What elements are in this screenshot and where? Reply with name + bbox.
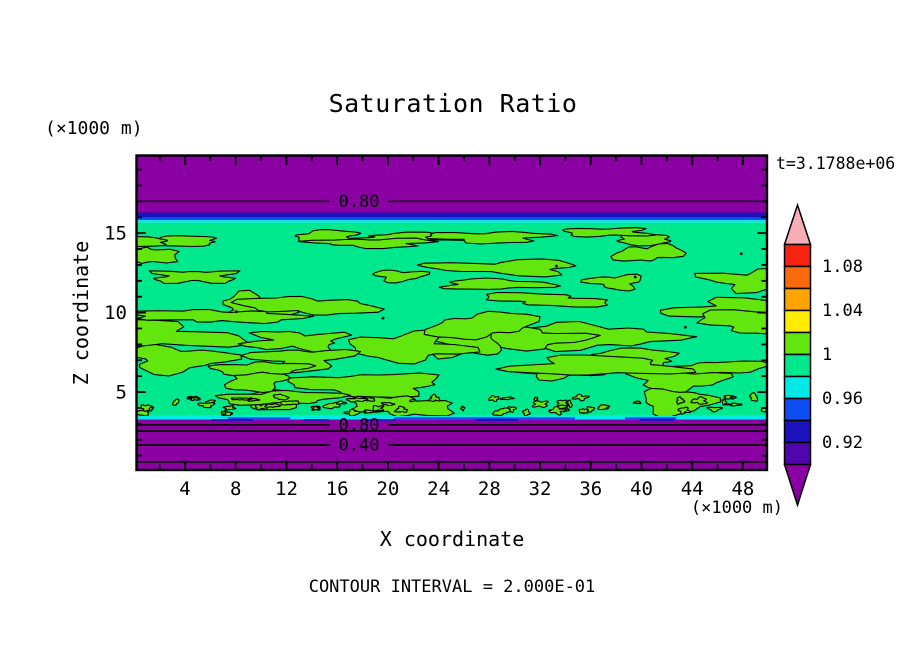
svg-text:16: 16 bbox=[326, 478, 349, 500]
contour-blob-texture bbox=[137, 227, 766, 416]
svg-text:0.80: 0.80 bbox=[339, 192, 380, 212]
svg-text:12: 12 bbox=[275, 478, 298, 500]
svg-text:24: 24 bbox=[427, 478, 450, 500]
svg-text:48: 48 bbox=[731, 478, 754, 500]
axis-ticks bbox=[136, 155, 767, 470]
contour-interval-label: CONTOUR INTERVAL = 2.000E-01 bbox=[309, 577, 596, 597]
plot-border bbox=[135, 154, 769, 472]
svg-text:1.08: 1.08 bbox=[822, 257, 863, 277]
svg-text:8: 8 bbox=[230, 478, 241, 500]
svg-text:15: 15 bbox=[104, 223, 127, 245]
svg-text:5: 5 bbox=[116, 382, 127, 404]
svg-text:44: 44 bbox=[681, 478, 704, 500]
svg-text:32: 32 bbox=[529, 478, 552, 500]
svg-text:36: 36 bbox=[579, 478, 602, 500]
x-axis-unit-label: (×1000 m) bbox=[691, 498, 783, 518]
svg-text:1: 1 bbox=[822, 345, 832, 365]
svg-text:20: 20 bbox=[376, 478, 399, 500]
contour-lines: 0.800.800.40 bbox=[136, 192, 767, 463]
time-annotation: t=3.1788e+06 bbox=[776, 154, 895, 173]
svg-text:0.80: 0.80 bbox=[339, 415, 380, 435]
svg-text:0.96: 0.96 bbox=[822, 389, 863, 409]
colorbar: 1.08 1.04 1 0.96 0.92 bbox=[783, 202, 863, 508]
x-axis-title: X coordinate bbox=[380, 527, 525, 551]
svg-text:28: 28 bbox=[478, 478, 501, 500]
svg-text:40: 40 bbox=[630, 478, 653, 500]
y-axis-unit-label: (×1000 m) bbox=[45, 118, 143, 139]
svg-text:0.40: 0.40 bbox=[339, 435, 380, 455]
chart-title: Saturation Ratio bbox=[329, 89, 578, 118]
svg-text:1.04: 1.04 bbox=[822, 301, 863, 321]
svg-text:0.92: 0.92 bbox=[822, 433, 863, 453]
svg-text:10: 10 bbox=[104, 302, 127, 324]
y-axis-title: Z coordinate bbox=[69, 241, 93, 386]
svg-text:4: 4 bbox=[179, 478, 190, 500]
